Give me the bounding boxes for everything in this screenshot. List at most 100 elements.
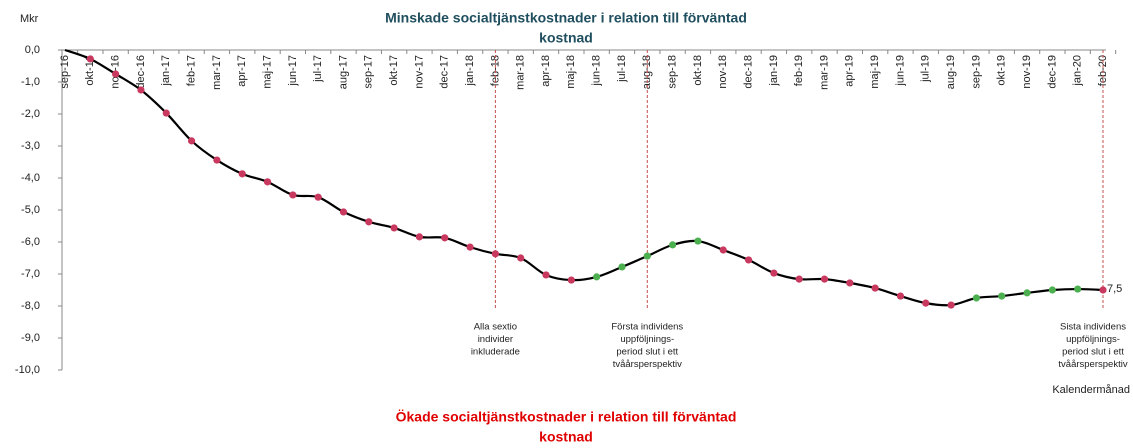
y-tick-label: -10,0 [15, 364, 40, 376]
x-tick-label: maj-18 [565, 55, 577, 89]
x-tick-label: sep-18 [667, 55, 679, 89]
point [1048, 286, 1056, 294]
point [112, 70, 120, 78]
point [871, 284, 879, 292]
x-tick-label: feb-17 [185, 55, 197, 86]
annotation-text: period slut i ett [1062, 347, 1124, 358]
point [694, 237, 702, 245]
x-axis-label: Kalendermånad [1052, 384, 1130, 396]
point [947, 301, 955, 309]
annotation-text: individer [478, 334, 513, 345]
y-axis-label: Mkr [20, 13, 39, 25]
annotation-text: inkluderade [471, 347, 520, 358]
x-tick-label: okt-17 [388, 55, 400, 86]
point [365, 218, 373, 226]
y-tick-label: -2,0 [21, 108, 40, 120]
y-tick-label: -8,0 [21, 300, 40, 312]
point [415, 233, 424, 241]
point [820, 275, 829, 283]
x-tick-label: dec-18 [742, 55, 754, 89]
point [795, 275, 803, 283]
x-tick-label: jan-19 [768, 55, 780, 87]
x-tick-label: aug-17 [337, 55, 349, 89]
annotation-text: tvåårsperspektiv [1058, 359, 1127, 370]
point [669, 241, 677, 249]
x-tick-label: mar-18 [515, 55, 527, 90]
x-tick-label: apr-18 [540, 55, 552, 87]
point [213, 156, 221, 164]
y-tick-label: -6,0 [21, 236, 40, 248]
point [542, 271, 550, 279]
y-tick-label: -5,0 [21, 204, 40, 216]
point [263, 178, 272, 186]
x-tick-label: okt-18 [692, 55, 704, 86]
point [567, 276, 575, 284]
annotation-text: uppföljnings- [620, 334, 674, 345]
point [187, 137, 196, 145]
bottom-title: Ökade socialtjänstkostnader i relation t… [396, 409, 737, 425]
point [517, 254, 525, 262]
x-tick-label: apr-19 [844, 55, 856, 87]
chart-title: Minskade socialtjänstkostnader i relatio… [385, 10, 747, 26]
point [390, 224, 398, 232]
chart-title: kostnad [539, 30, 593, 46]
x-tick-label: dec-17 [439, 55, 451, 89]
point [719, 246, 727, 254]
x-tick-label: jun-18 [591, 55, 603, 87]
point [922, 299, 930, 307]
x-tick-label: mar-19 [818, 55, 830, 90]
point [466, 243, 474, 251]
y-tick-label: 0,0 [25, 44, 40, 56]
bottom-title: kostnad [539, 429, 593, 445]
annotation-text: period slut i ett [616, 347, 678, 358]
point [1023, 289, 1031, 297]
point [137, 86, 145, 94]
point [593, 273, 601, 281]
annotation-text: Första individens [611, 322, 683, 333]
point [339, 208, 348, 216]
annotation-text: tvåårsperspektiv [613, 359, 682, 370]
point [238, 170, 246, 178]
x-tick-label: okt-16 [84, 55, 96, 86]
x-tick-label: maj-19 [869, 55, 881, 89]
x-tick-label: jul-18 [616, 55, 628, 83]
point [86, 55, 94, 63]
y-tick-label: -4,0 [21, 172, 40, 184]
x-tick-label: maj-17 [261, 55, 273, 89]
x-tick-label: nov-17 [413, 55, 425, 89]
point [162, 109, 170, 117]
point [1099, 286, 1107, 294]
point [770, 269, 778, 277]
annotation-text: Alla sextio [474, 322, 517, 333]
y-tick-label: -1,0 [21, 76, 40, 88]
x-tick-label: dec-16 [135, 55, 147, 89]
y-tick-label: -9,0 [21, 332, 40, 344]
y-tick-label: -3,0 [21, 140, 40, 152]
data-label: 7,5 [1107, 283, 1122, 295]
x-tick-label: sep-19 [970, 55, 982, 89]
point [314, 193, 322, 201]
point [491, 250, 499, 258]
point [972, 294, 981, 302]
point [1074, 285, 1082, 293]
x-tick-label: jun-19 [894, 55, 906, 87]
x-tick-label: apr-17 [236, 55, 248, 87]
point [643, 252, 651, 260]
x-tick-label: jan-18 [464, 55, 476, 87]
x-tick-label: jul-19 [920, 55, 932, 83]
point [289, 191, 297, 199]
x-tick-label: nov-19 [1021, 55, 1033, 89]
x-tick-label: aug-19 [945, 55, 957, 89]
point [896, 292, 905, 300]
y-tick-label: -7,0 [21, 268, 40, 280]
point [846, 279, 854, 287]
x-tick-label: mar-17 [211, 55, 223, 90]
x-tick-label: jan-17 [160, 55, 172, 87]
x-tick-label: dec-19 [1046, 55, 1058, 89]
x-tick-label: jul-17 [312, 55, 324, 83]
x-tick-label: jun-17 [287, 55, 299, 87]
x-tick-label: okt-19 [996, 55, 1008, 86]
x-tick-label: feb-19 [793, 55, 805, 86]
point [998, 292, 1006, 300]
